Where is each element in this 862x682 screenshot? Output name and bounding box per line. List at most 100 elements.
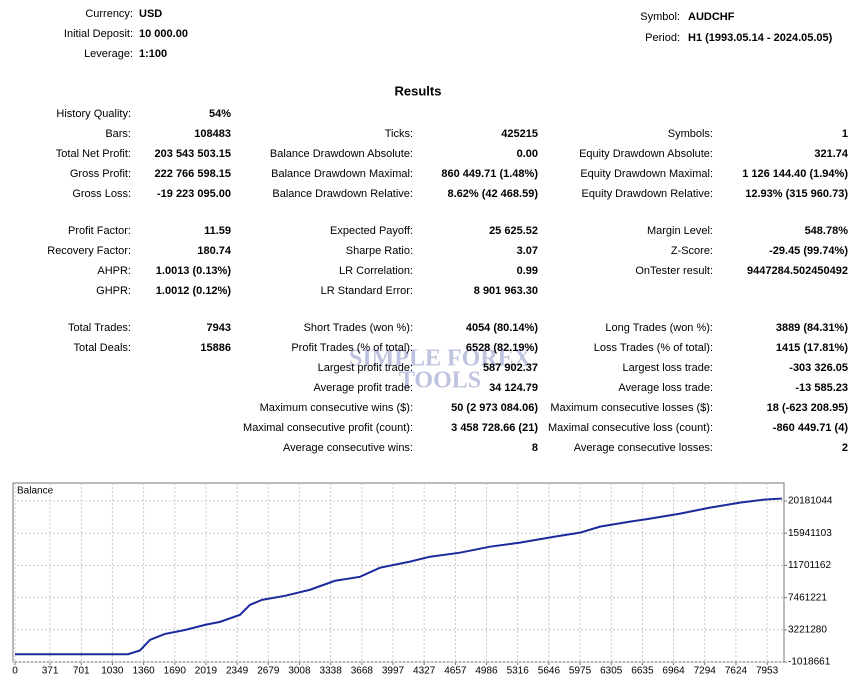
stat-label: Total Deals:	[74, 342, 131, 354]
stat-value: 1 126 144.40 (1.94%)	[742, 168, 848, 180]
header-label: Symbol:	[640, 11, 680, 23]
chart-frame	[12, 482, 785, 663]
stat-value: 3.07	[517, 245, 538, 257]
header-value: USD	[139, 8, 162, 20]
stat-label: Equity Drawdown Maximal:	[580, 168, 713, 180]
x-tick-label: 6305	[600, 666, 623, 677]
stat-label: Gross Loss:	[72, 188, 131, 200]
stat-value: 4054 (80.14%)	[466, 322, 538, 334]
header-label: Currency:	[85, 8, 133, 20]
x-tick-label: 2019	[195, 666, 218, 677]
stat-label: Maximal consecutive loss (count):	[548, 422, 713, 434]
x-tick-label: 5316	[507, 666, 530, 677]
x-tick-label: 3997	[382, 666, 405, 677]
x-tick-label: 6964	[662, 666, 685, 677]
stat-value: 6528 (82.19%)	[466, 342, 538, 354]
stat-label: LR Standard Error:	[321, 285, 413, 297]
x-tick-label: 5975	[569, 666, 592, 677]
stat-value: 321.74	[814, 148, 849, 160]
x-tick-label: 701	[73, 666, 90, 677]
stat-value: 34 124.79	[489, 382, 538, 394]
header-label: Period:	[645, 32, 680, 44]
x-tick-label: 2349	[226, 666, 249, 677]
stat-label: Equity Drawdown Absolute:	[579, 148, 713, 160]
stat-label: Maximum consecutive wins ($):	[260, 402, 413, 414]
stat-value: 0.99	[517, 265, 538, 277]
stat-label: Average profit trade:	[314, 382, 413, 394]
stat-label: Largest profit trade:	[318, 362, 413, 374]
stat-label: Balance Drawdown Absolute:	[270, 148, 413, 160]
stat-label: Maximum consecutive losses ($):	[550, 402, 713, 414]
stat-value: 222 766 598.15	[155, 168, 231, 180]
stat-label: Recovery Factor:	[47, 245, 131, 257]
x-tick-label: 4657	[444, 666, 467, 677]
stat-value: 425215	[501, 128, 538, 140]
stat-value: -13 585.23	[795, 382, 848, 394]
stat-label: Largest loss trade:	[623, 362, 714, 374]
stat-label: GHPR:	[96, 285, 131, 297]
stat-label: Gross Profit:	[70, 168, 131, 180]
stat-label: Total Trades:	[68, 322, 131, 334]
stat-label: Z-Score:	[671, 245, 713, 257]
stat-label: Balance Drawdown Relative:	[272, 188, 413, 200]
watermark: SIMPLE FOREX	[349, 346, 532, 372]
stat-label: Average loss trade:	[618, 382, 713, 394]
y-tick-label: 7461221	[788, 592, 827, 603]
y-tick-label: 11701162	[788, 560, 831, 571]
x-tick-label: 0	[12, 666, 18, 677]
stat-label: Average consecutive wins:	[283, 442, 413, 454]
stat-label: Symbols:	[668, 128, 713, 140]
x-tick-label: 2679	[257, 666, 280, 677]
y-tick-label: 3221280	[788, 624, 827, 635]
watermark: TOOLS	[399, 368, 481, 394]
header-label: Initial Deposit:	[64, 28, 133, 40]
stat-label: Bars:	[105, 128, 131, 140]
stat-value: 0.00	[517, 148, 538, 160]
stat-value: 548.78%	[805, 225, 849, 237]
header-value: 1:100	[139, 48, 167, 60]
stat-value: 54%	[209, 108, 231, 120]
x-tick-label: 7953	[756, 666, 779, 677]
y-tick-label: -1018661	[788, 657, 831, 668]
stat-value: 8 901 963.30	[474, 285, 538, 297]
stat-value: 8.62% (42 468.59)	[447, 188, 538, 200]
x-tick-label: 7294	[694, 666, 717, 677]
balance-line	[14, 497, 783, 656]
stat-label: Average consecutive losses:	[574, 442, 713, 454]
stat-label: Balance Drawdown Maximal:	[271, 168, 413, 180]
x-tick-label: 4327	[413, 666, 436, 677]
stat-value: 1.0012 (0.12%)	[156, 285, 232, 297]
stat-label: Profit Factor:	[68, 225, 131, 237]
stat-value: 3889 (84.31%)	[776, 322, 848, 334]
stat-value: 108483	[194, 128, 231, 140]
header-label: Leverage:	[84, 48, 133, 60]
stat-value: 7943	[207, 322, 231, 334]
stat-value: -860 449.71 (4)	[773, 422, 849, 434]
stat-label: Short Trades (won %):	[304, 322, 413, 334]
header-value: H1 (1993.05.14 - 2024.05.05)	[688, 32, 833, 44]
stat-value: 2	[842, 442, 848, 454]
x-tick-label: 4986	[475, 666, 498, 677]
x-tick-label: 7624	[725, 666, 748, 677]
x-tick-label: 5646	[538, 666, 561, 677]
x-tick-label: 6635	[631, 666, 654, 677]
stat-label: OnTester result:	[635, 265, 713, 277]
x-tick-label: 371	[42, 666, 59, 677]
stat-value: 25 625.52	[489, 225, 538, 237]
stat-value: 11.59	[204, 225, 231, 237]
stat-label: History Quality:	[56, 108, 131, 120]
stat-value: 8	[532, 442, 538, 454]
header-value: AUDCHF	[688, 11, 735, 23]
stat-value: 1.0013 (0.13%)	[156, 265, 232, 277]
stat-value: 180.74	[197, 245, 232, 257]
stat-value: 18 (-623 208.95)	[767, 402, 849, 414]
chart-title: Balance	[17, 486, 54, 497]
stat-label: LR Correlation:	[339, 265, 413, 277]
stat-value: 860 449.71 (1.48%)	[441, 168, 538, 180]
stat-label: Margin Level:	[647, 225, 713, 237]
stat-label: Long Trades (won %):	[605, 322, 713, 334]
stat-value: 1415 (17.81%)	[776, 342, 848, 354]
stat-value: 50 (2 973 084.06)	[451, 402, 538, 414]
y-tick-label: 20181044	[788, 496, 833, 507]
stat-value: -303 326.05	[789, 362, 848, 374]
